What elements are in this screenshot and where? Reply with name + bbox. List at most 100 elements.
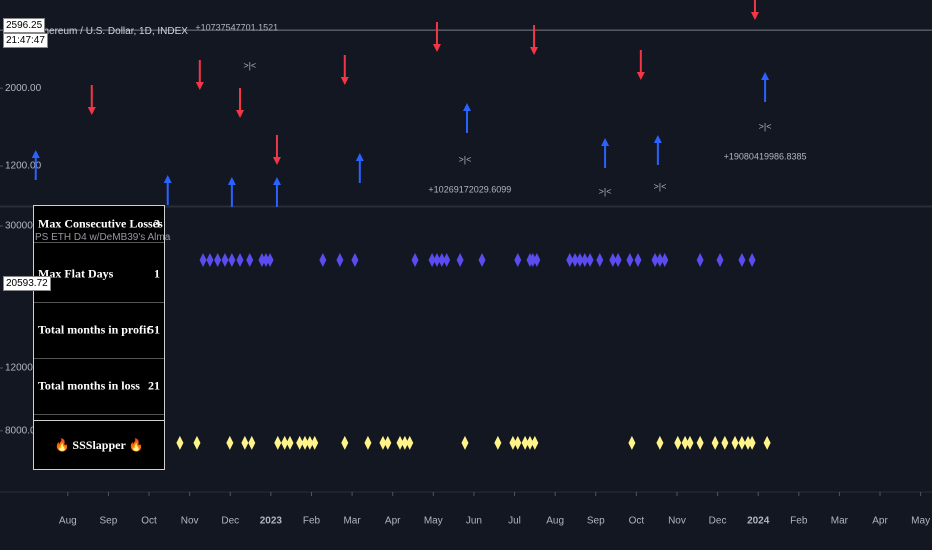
signal-marker <box>428 253 436 268</box>
x-tick-label: May <box>424 516 443 527</box>
signal-marker <box>626 253 634 268</box>
signal-marker <box>509 435 517 450</box>
x-tick-label: Oct <box>141 516 157 527</box>
signal-marker <box>529 253 537 268</box>
x-tick-label: Aug <box>59 516 77 527</box>
buy-arrow <box>272 176 281 207</box>
x-tick-label: Jul <box>508 516 521 527</box>
signal-marker <box>311 435 319 450</box>
sell-arrow <box>530 25 539 56</box>
signal-marker <box>248 435 256 450</box>
signal-marker <box>406 435 414 450</box>
signal-marker <box>514 253 522 268</box>
stats-table: Max Consecutive Losses 3 Max Flat Days 1 Tot… <box>33 205 165 470</box>
signal-marker <box>614 253 622 268</box>
x-tick-label: Dec <box>221 516 239 527</box>
x-tick-label: May <box>911 516 930 527</box>
row-label: Max Consecutive Losses <box>38 216 163 231</box>
signal-marker <box>531 435 539 450</box>
signal-marker <box>686 435 694 450</box>
signal-marker <box>336 253 344 268</box>
annotation: +10269172029.6099 <box>428 184 511 194</box>
signal-marker <box>748 253 756 268</box>
signal-marker <box>656 435 664 450</box>
annotation: >|< <box>599 186 612 196</box>
signal-marker <box>193 435 201 450</box>
signal-marker <box>748 435 756 450</box>
x-tick-label: 2023 <box>260 516 283 527</box>
signal-marker <box>696 253 704 268</box>
signal-marker <box>581 253 589 268</box>
x-tick-label: Nov <box>668 516 686 527</box>
y-tick-label: 2000.00 <box>5 83 42 94</box>
signal-marker <box>586 253 594 268</box>
signal-marker <box>433 253 441 268</box>
x-tick-label: Oct <box>629 516 645 527</box>
signal-marker <box>241 435 249 450</box>
table-footer: 🔥 SSSlapper 🔥 <box>34 420 164 469</box>
signal-marker <box>236 253 244 268</box>
signal-marker <box>351 253 359 268</box>
signal-marker <box>258 253 266 268</box>
signal-marker <box>634 253 642 268</box>
signal-marker <box>711 435 719 450</box>
y-tick-label: 12000.00 <box>5 363 47 374</box>
sell-arrow <box>195 60 204 91</box>
signal-marker <box>301 435 309 450</box>
signal-marker <box>738 435 746 450</box>
signal-marker <box>696 435 704 450</box>
signal-marker <box>274 435 282 450</box>
signal-marker <box>262 253 270 268</box>
signal-marker <box>661 253 669 268</box>
sell-arrow <box>272 134 281 165</box>
row-label: Max Flat Days <box>38 266 114 281</box>
signal-marker <box>221 253 229 268</box>
signal-marker <box>176 435 184 450</box>
signal-marker <box>674 435 682 450</box>
annotation: >|< <box>243 60 256 70</box>
row-value: 51 <box>148 322 160 337</box>
signal-marker <box>199 253 207 268</box>
signal-marker <box>206 253 214 268</box>
signal-marker <box>364 435 372 450</box>
x-tick-label: Jun <box>466 516 482 527</box>
buy-arrow <box>163 175 172 206</box>
signal-marker <box>494 435 502 450</box>
x-tick-label: 2024 <box>747 516 770 527</box>
annotation: +10737547701.1521 <box>195 22 278 32</box>
buy-arrow <box>463 102 472 133</box>
table-row: Max Flat Days 1 <box>34 246 164 303</box>
table-row: Max Consecutive Losses 3 <box>34 206 164 243</box>
sell-arrow <box>432 22 441 53</box>
y-tick-label: 8000.00 <box>5 425 42 436</box>
sell-arrow <box>636 49 645 80</box>
y-tick-label: 1200.00 <box>5 161 42 172</box>
signal-marker <box>521 435 529 450</box>
table-row: Total months in profit 51 <box>34 302 164 359</box>
signal-marker <box>228 253 236 268</box>
signal-marker <box>384 435 392 450</box>
signal-marker <box>744 435 752 450</box>
x-tick-label: Sep <box>100 516 118 527</box>
y-tick-label: 30000.00 <box>5 221 47 232</box>
buy-arrow <box>31 149 40 180</box>
signal-marker <box>319 253 327 268</box>
row-value: 1 <box>154 266 160 281</box>
signal-marker <box>526 435 534 450</box>
x-tick-label: Apr <box>385 516 401 527</box>
signal-marker <box>461 435 469 450</box>
signal-marker <box>651 253 659 268</box>
x-tick-label: Feb <box>790 516 808 527</box>
x-tick-label: Nov <box>181 516 199 527</box>
signal-marker <box>681 435 689 450</box>
row-value: 21 <box>148 378 160 393</box>
sell-arrow <box>340 55 349 86</box>
signal-marker <box>226 435 234 450</box>
chart-title: Ethereum / U.S. Dollar, 1D, INDEX <box>34 26 188 37</box>
row-value: 3 <box>154 216 160 231</box>
signal-marker <box>716 253 724 268</box>
sell-arrow <box>87 85 96 116</box>
signal-marker <box>596 253 604 268</box>
sell-arrow <box>750 0 759 20</box>
